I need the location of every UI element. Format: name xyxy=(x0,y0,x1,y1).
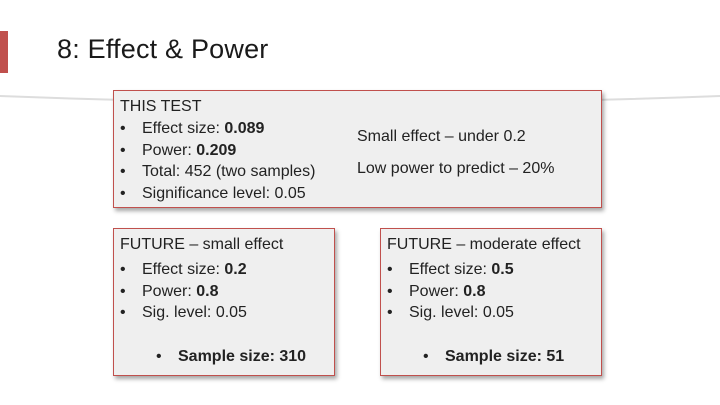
list-item: Power: 0.8 xyxy=(120,281,247,303)
this-test-list: Effect size: 0.089 Power: 0.209 Total: 4… xyxy=(120,118,315,204)
future-small-box: FUTURE – small effect Effect size: 0.2 P… xyxy=(113,228,335,376)
future-moderate-list: Effect size: 0.5 Power: 0.8 Sig. level: … xyxy=(387,259,514,324)
future-moderate-heading: FUTURE – moderate effect xyxy=(387,236,581,253)
small-effect-note: Small effect – under 0.2 xyxy=(357,128,526,145)
list-item: Significance level: 0.05 xyxy=(120,183,315,205)
title-accent-bar xyxy=(0,31,8,73)
future-small-heading: FUTURE – small effect xyxy=(120,236,284,253)
sample-size-moderate: • Sample size: 51 xyxy=(423,346,564,368)
list-item: Total: 452 (two samples) xyxy=(120,161,315,183)
list-item: Sig. level: 0.05 xyxy=(387,302,514,324)
this-test-heading: THIS TEST xyxy=(120,98,202,115)
list-item: Effect size: 0.089 xyxy=(120,118,315,140)
slide-title: 8: Effect & Power xyxy=(57,34,269,64)
list-item: Effect size: 0.5 xyxy=(387,259,514,281)
low-power-note: Low power to predict – 20% xyxy=(357,160,555,177)
bullet-icon: • xyxy=(423,348,429,365)
this-test-box: THIS TEST Effect size: 0.089 Power: 0.20… xyxy=(113,90,602,208)
list-item: Effect size: 0.2 xyxy=(120,259,247,281)
list-item: Power: 0.209 xyxy=(120,140,315,162)
list-item: Sig. level: 0.05 xyxy=(120,302,247,324)
list-item: Power: 0.8 xyxy=(387,281,514,303)
future-moderate-box: FUTURE – moderate effect Effect size: 0.… xyxy=(380,228,602,376)
future-small-list: Effect size: 0.2 Power: 0.8 Sig. level: … xyxy=(120,259,247,324)
bullet-icon: • xyxy=(156,348,162,365)
sample-size-small: • Sample size: 310 xyxy=(156,346,306,368)
